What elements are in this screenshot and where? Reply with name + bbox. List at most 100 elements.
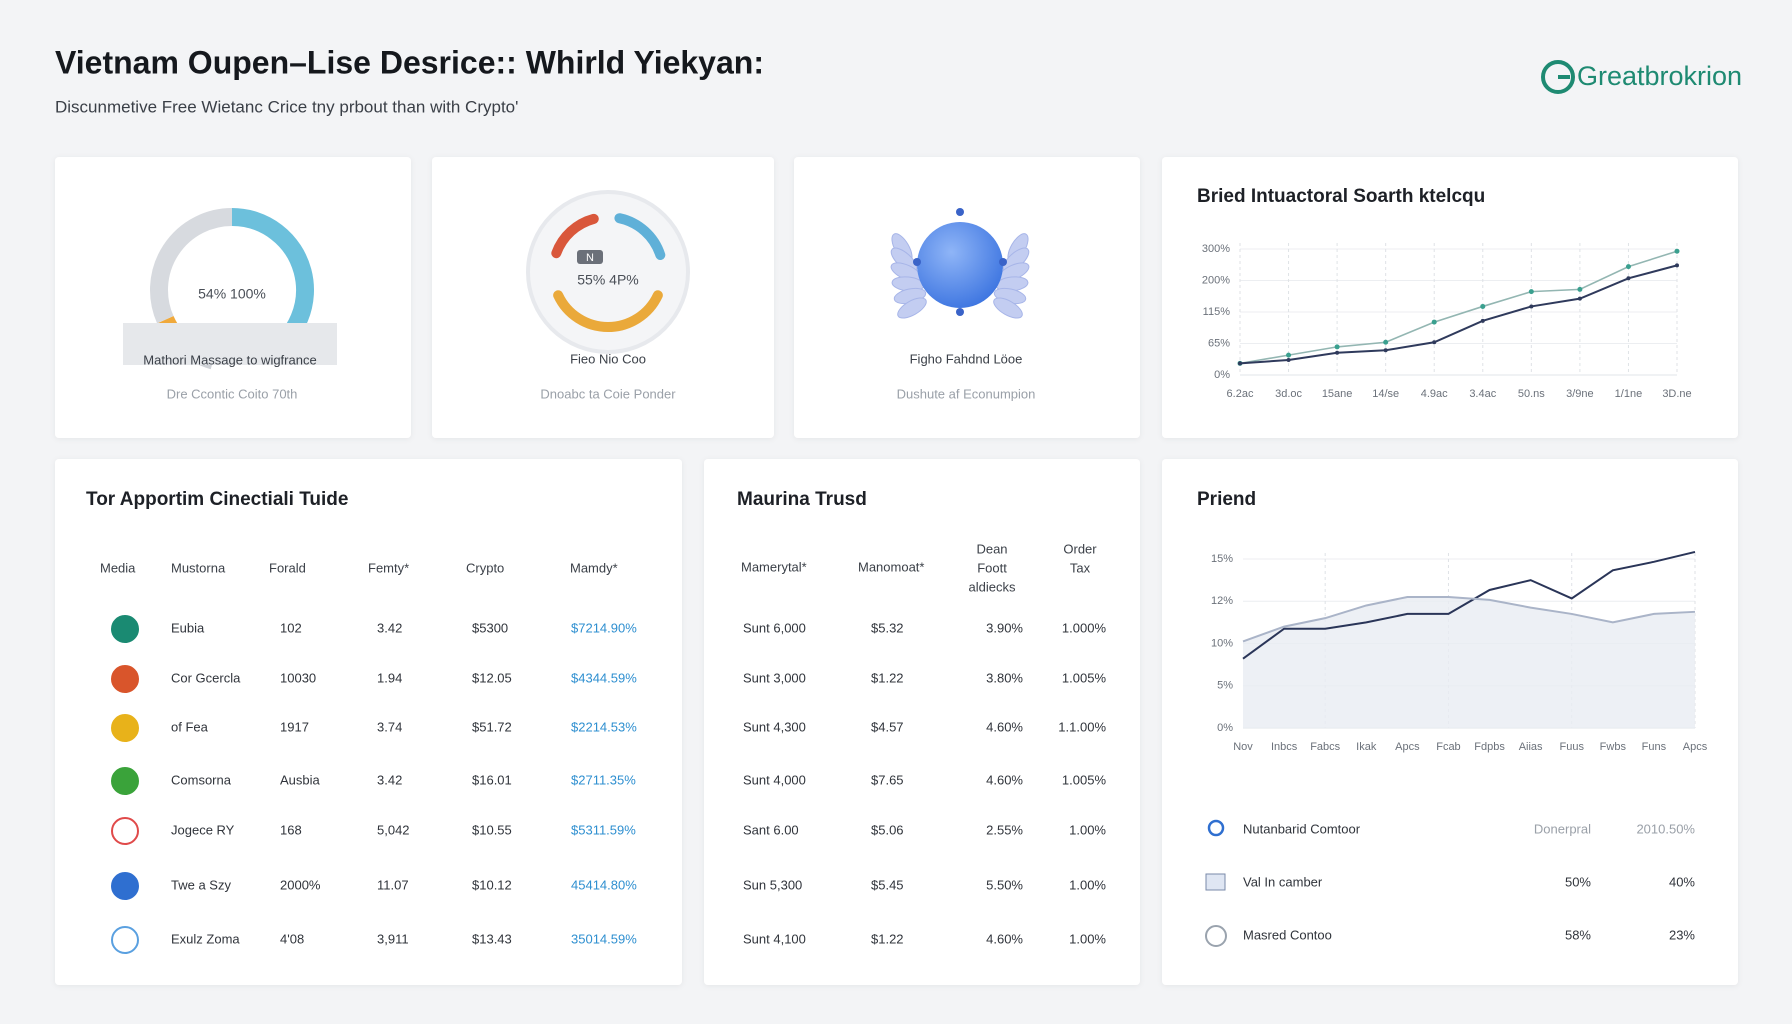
gauge-segment bbox=[551, 213, 599, 259]
list-value: 58% bbox=[1565, 927, 1591, 942]
x-tick-label: Ikak bbox=[1356, 741, 1377, 753]
table-cell: 3,911 bbox=[377, 931, 409, 946]
chart-title: Priend bbox=[1197, 489, 1256, 510]
x-tick-label: Fwbs bbox=[1600, 741, 1627, 753]
donut-center-text: 54% 100% bbox=[198, 286, 266, 302]
y-tick-label: 200% bbox=[1202, 274, 1230, 286]
table-cell: Sun 5,300 bbox=[743, 877, 802, 892]
table-cell: 10030 bbox=[280, 670, 316, 685]
table-header: Tax bbox=[1070, 560, 1091, 575]
table-cell: $5.32 bbox=[871, 620, 904, 635]
point bbox=[1431, 319, 1437, 325]
point bbox=[1432, 340, 1437, 345]
card-label: Fieo Nio Coo bbox=[570, 351, 646, 366]
table-header: aldiecks bbox=[969, 579, 1016, 594]
table-header: Dean bbox=[976, 541, 1007, 556]
chart-title: Bried Intuactoral Soarth ktelcqu bbox=[1197, 186, 1485, 207]
table-header: Mustorna bbox=[171, 560, 226, 575]
point bbox=[1383, 348, 1388, 353]
table-cell: Sunt 4,100 bbox=[743, 931, 806, 946]
logo-text: Greatbrokrion bbox=[1577, 61, 1742, 91]
table-cell: Twe a Szy bbox=[171, 877, 231, 892]
x-tick-label: 3/9ne bbox=[1566, 388, 1594, 400]
x-tick-label: Apcs bbox=[1395, 741, 1420, 753]
point bbox=[1334, 344, 1340, 350]
x-tick-label: Fdpbs bbox=[1474, 741, 1505, 753]
emblem-star bbox=[956, 308, 964, 316]
table-header: Mamerytal* bbox=[741, 559, 807, 574]
table-title: Tor Apportim Cinectiali Tuide bbox=[86, 489, 348, 510]
table-header: Media bbox=[100, 560, 136, 575]
logo[interactable]: Greatbrokrion bbox=[1541, 60, 1742, 94]
x-tick-label: 6.2ac bbox=[1227, 388, 1254, 400]
table-cell: Sunt 4,000 bbox=[743, 772, 806, 787]
globe bbox=[917, 222, 1003, 308]
table-cell: 3.90% bbox=[986, 620, 1023, 635]
x-tick-label: 3D.ne bbox=[1662, 388, 1691, 400]
laurel-leaf bbox=[993, 297, 1023, 319]
list-value: 2010.50% bbox=[1636, 821, 1695, 836]
table-header: Crypto bbox=[466, 560, 504, 575]
y-tick-label: 0% bbox=[1214, 369, 1230, 381]
page-title: Vietnam Oupen–Lise Desrice:: Whirld Yiek… bbox=[55, 44, 764, 80]
table-cell: $7214.90% bbox=[571, 620, 637, 635]
gauge-segment bbox=[553, 290, 663, 332]
line bbox=[1242, 550, 1696, 660]
row-icon bbox=[111, 714, 139, 742]
table-cell: 1.00% bbox=[1069, 822, 1106, 837]
table-cell: $13.43 bbox=[472, 931, 512, 946]
badge bbox=[577, 250, 603, 264]
table-cell: $16.01 bbox=[472, 772, 512, 787]
card bbox=[1162, 157, 1738, 438]
point bbox=[1528, 289, 1534, 295]
point bbox=[1675, 263, 1679, 268]
table-cell: 2.55% bbox=[986, 822, 1023, 837]
table-cell: Sunt 3,000 bbox=[743, 670, 806, 685]
table-cell: $1.22 bbox=[871, 931, 904, 946]
table-cell: 3.42 bbox=[377, 620, 402, 635]
y-tick-label: 12% bbox=[1211, 595, 1233, 607]
table-title: Maurina Trusd bbox=[737, 489, 867, 510]
list-value: 23% bbox=[1669, 927, 1695, 942]
y-tick-label: 10% bbox=[1211, 637, 1233, 649]
card bbox=[55, 157, 411, 438]
table-header: Forald bbox=[269, 560, 306, 575]
list-name: Nutanbarid Comtoor bbox=[1243, 821, 1361, 836]
y-tick-label: 5% bbox=[1217, 680, 1233, 692]
point bbox=[1286, 352, 1292, 358]
table-cell: 1.000% bbox=[1062, 620, 1107, 635]
card bbox=[55, 459, 682, 985]
table-cell: 45414.80% bbox=[571, 877, 637, 892]
table-cell: 5.50% bbox=[986, 877, 1023, 892]
table-cell: 1.1.00% bbox=[1058, 719, 1106, 734]
list-icon bbox=[1205, 925, 1227, 947]
table-cell: $5311.59% bbox=[571, 822, 636, 837]
table-header: Foott bbox=[977, 560, 1007, 575]
x-tick-label: Apcs bbox=[1683, 741, 1708, 753]
table-header: Order bbox=[1063, 541, 1097, 556]
table-cell: 11.07 bbox=[377, 877, 409, 892]
logo-icon bbox=[1541, 60, 1575, 94]
x-tick-label: Inbcs bbox=[1271, 741, 1298, 753]
point bbox=[1335, 350, 1340, 355]
y-tick-label: 15% bbox=[1211, 553, 1233, 565]
table-cell: 102 bbox=[280, 620, 302, 635]
table-cell: 3.80% bbox=[986, 670, 1023, 685]
list-icon bbox=[1207, 819, 1225, 837]
card bbox=[704, 459, 1140, 985]
table-cell: 4.60% bbox=[986, 719, 1023, 734]
x-tick-label: Fuus bbox=[1559, 741, 1584, 753]
point bbox=[1674, 248, 1680, 254]
table-cell: 1.005% bbox=[1062, 772, 1107, 787]
table-cell: 4.60% bbox=[986, 931, 1023, 946]
gauge-segment bbox=[614, 213, 666, 261]
table-cell: 1.00% bbox=[1069, 931, 1106, 946]
row-icon bbox=[111, 817, 139, 845]
emblem-star bbox=[913, 258, 921, 266]
row-icon bbox=[111, 767, 139, 795]
table-cell: Cor Gcercla bbox=[171, 670, 241, 685]
table-cell: of Fea bbox=[171, 719, 209, 734]
donut-segment bbox=[150, 208, 233, 324]
x-tick-label: 15ane bbox=[1322, 388, 1353, 400]
